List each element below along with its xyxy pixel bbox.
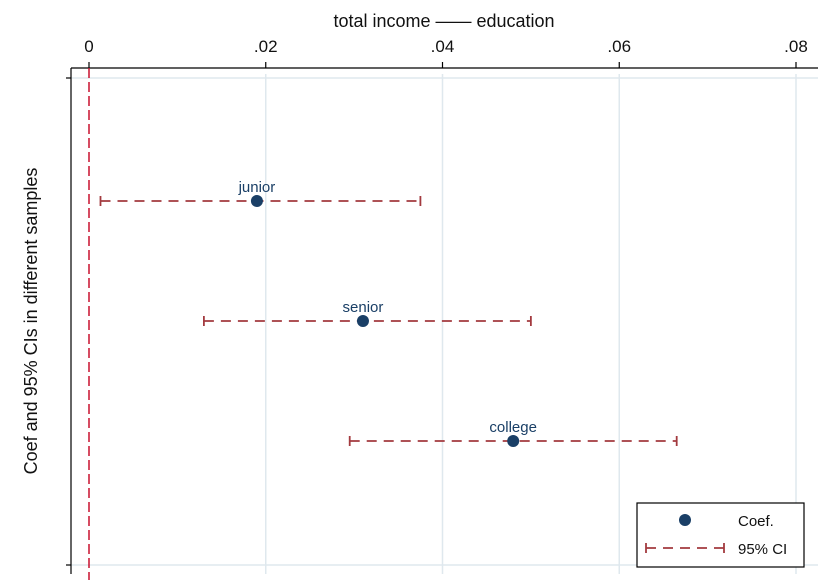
x-tick-label-3: .06 <box>607 37 631 56</box>
chart-marks: junior senior college <box>99 179 678 447</box>
y-axis-label: Coef and 95% CIs in different samples <box>21 168 41 475</box>
coef-point-college <box>507 435 520 447</box>
point-label-junior: junior <box>238 179 276 196</box>
legend-box <box>636 502 805 568</box>
x-tick-label-4: .08 <box>784 37 808 56</box>
point-label-college: college <box>489 419 537 436</box>
x-tick-label-1: .02 <box>254 37 278 56</box>
x-tick-label-0: 0 <box>84 37 93 56</box>
legend-label-ci: 95% CI <box>738 541 787 558</box>
legend-marker-coef <box>679 514 691 526</box>
chart-title: total income —— education <box>333 11 554 31</box>
x-tick-label-2: .04 <box>431 37 455 56</box>
point-label-senior: senior <box>343 299 384 316</box>
x-axis: 0 .02 .04 .06 .08 <box>84 37 808 68</box>
legend: Coef. 95% CI <box>636 502 805 568</box>
legend-label-coef: Coef. <box>738 513 774 530</box>
plot-frame <box>66 67 818 574</box>
coef-point-senior <box>356 315 369 327</box>
coef-point-junior <box>250 195 263 207</box>
